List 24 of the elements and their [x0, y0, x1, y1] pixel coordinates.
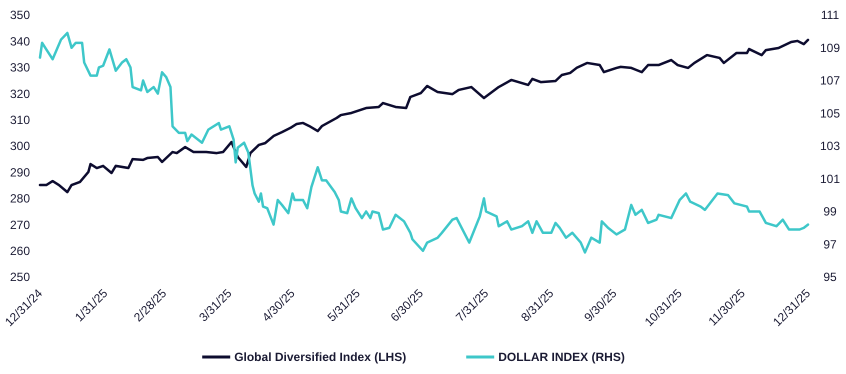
y-tick-label: 300 — [10, 139, 30, 154]
y-tick-label: 310 — [10, 113, 30, 127]
y-tick-label: 280 — [10, 192, 30, 206]
y2-tick-label: 105 — [820, 106, 840, 120]
line-series — [38, 38, 810, 194]
y2-tick-label: 101 — [820, 172, 840, 186]
legend-label: DOLLAR INDEX (RHS) — [498, 350, 625, 364]
y-tick-label: 330 — [10, 60, 30, 75]
y-tick-label: 250 — [10, 270, 30, 284]
line-series — [38, 32, 810, 254]
legend-label: Global Diversified Index (LHS) — [234, 350, 406, 364]
y-tick-label: 350 — [10, 8, 30, 22]
y-tick-label: 340 — [10, 34, 30, 48]
y-tick-label: 290 — [10, 165, 30, 180]
y2-tick-label: 95 — [823, 270, 837, 284]
y2-tick-label: 99 — [823, 204, 837, 219]
y2-tick-label: 97 — [823, 237, 837, 252]
y2-tick-label: 109 — [820, 40, 840, 55]
y-tick-label: 270 — [10, 218, 30, 232]
y-tick-label: 260 — [10, 244, 30, 258]
y2-tick-label: 103 — [820, 139, 840, 154]
y2-tick-label: 111 — [820, 8, 840, 22]
y-tick-label: 320 — [10, 86, 30, 101]
y2-tick-label: 107 — [820, 74, 840, 88]
